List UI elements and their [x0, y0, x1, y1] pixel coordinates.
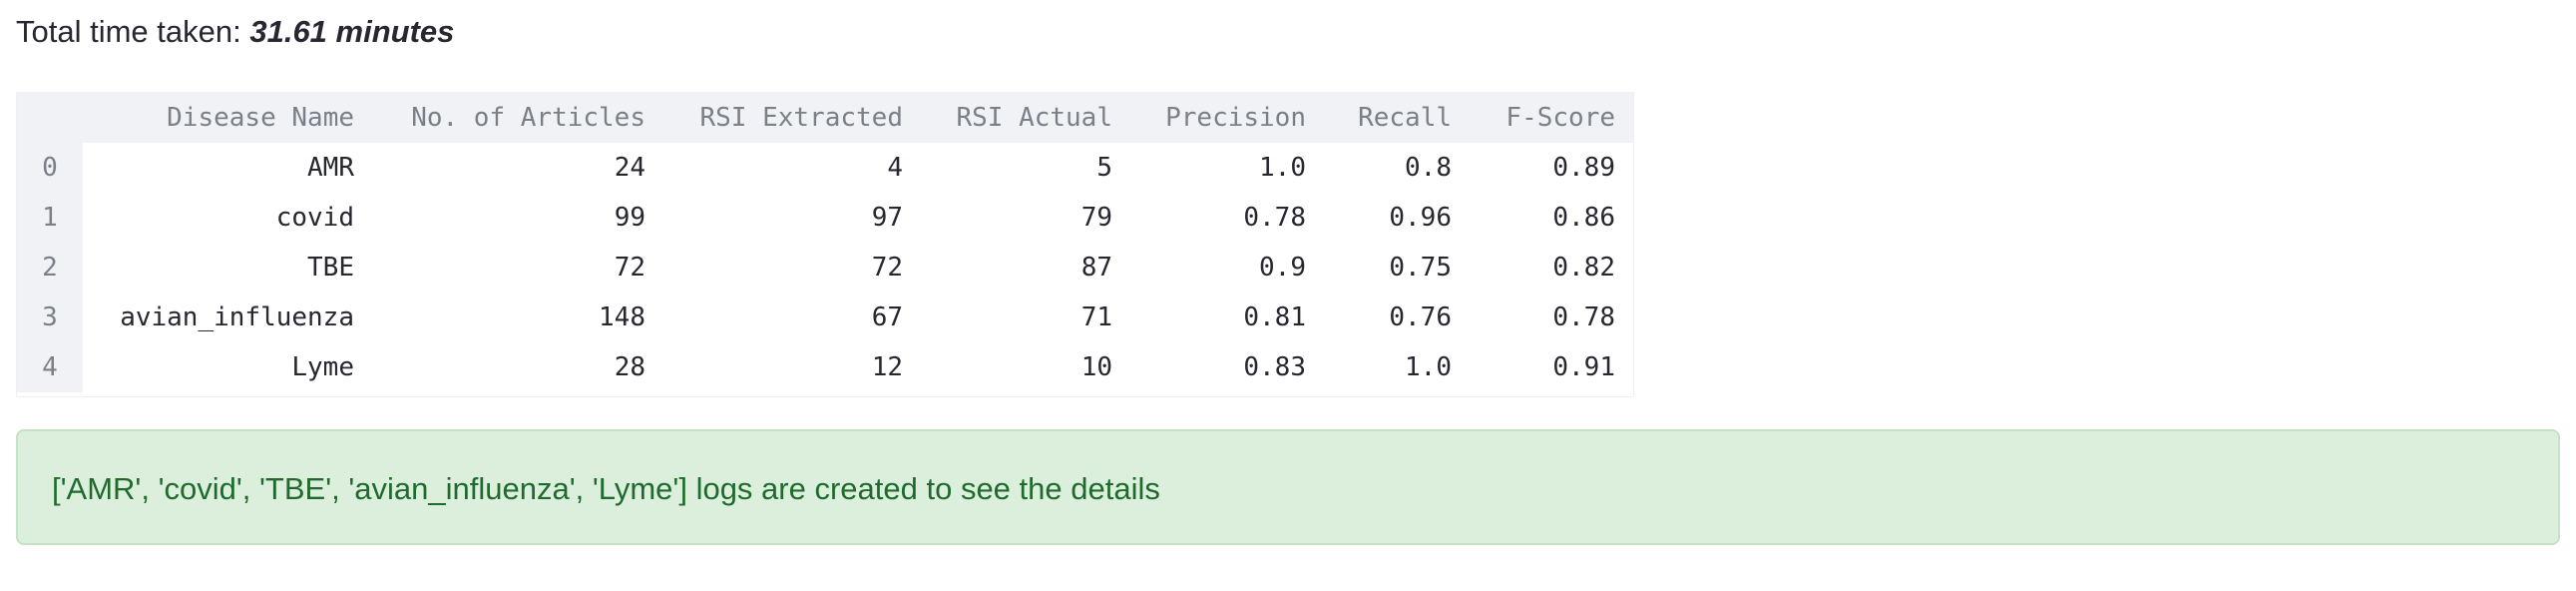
results-table: Disease Name No. of Articles RSI Extract…	[17, 93, 1633, 392]
success-message: ['AMR', 'covid', 'TBE', 'avian_influenza…	[52, 471, 1160, 506]
table-cell[interactable]: 12	[871, 352, 903, 382]
table-cell[interactable]: 0.86	[1552, 203, 1615, 233]
column-header[interactable]: RSI Actual	[921, 93, 1130, 143]
table-cell[interactable]: 97	[871, 203, 903, 233]
table-cell[interactable]: 0.75	[1389, 253, 1452, 283]
table-cell[interactable]: 24	[614, 153, 645, 183]
table-cell[interactable]: 0.76	[1389, 302, 1452, 332]
table-cell[interactable]: 0.91	[1552, 352, 1615, 382]
total-time-label: Total time taken:	[16, 14, 250, 49]
table-cell[interactable]: 0.78	[1243, 203, 1306, 233]
table-header-row: Disease Name No. of Articles RSI Extract…	[17, 93, 1633, 143]
row-index: 0	[17, 143, 83, 193]
table-cell[interactable]: 28	[614, 352, 645, 382]
table-cell[interactable]: 0.9	[1259, 253, 1306, 283]
table-cell[interactable]: 72	[614, 253, 645, 283]
table-row: 4 Lyme 28 12 10 0.83 1.0 0.91	[17, 342, 1633, 392]
table-cell[interactable]: 0.81	[1243, 302, 1306, 332]
table-cell[interactable]: 1.0	[1405, 352, 1452, 382]
total-time-text: Total time taken: 31.61 minutes	[16, 12, 454, 52]
column-header[interactable]: Recall	[1324, 93, 1470, 143]
row-index: 4	[17, 342, 83, 392]
row-index: 1	[17, 193, 83, 243]
table-cell[interactable]: 4	[887, 153, 903, 183]
table-cell[interactable]: Lyme	[291, 352, 354, 382]
table-cell[interactable]: AMR	[307, 153, 354, 183]
table-cell[interactable]: 5	[1096, 153, 1112, 183]
table-row: 0 AMR 24 4 5 1.0 0.8 0.89	[17, 143, 1633, 193]
table-cell[interactable]: 0.83	[1243, 352, 1306, 382]
table-cell[interactable]: 0.89	[1552, 153, 1615, 183]
table-cell[interactable]: 79	[1080, 203, 1112, 233]
index-header	[17, 93, 83, 143]
table-row: 3 avian_influenza 148 67 71 0.81 0.76 0.…	[17, 293, 1633, 342]
table-cell[interactable]: 0.96	[1389, 203, 1452, 233]
table-cell[interactable]: 99	[614, 203, 645, 233]
table-cell[interactable]: TBE	[307, 253, 354, 283]
table-cell[interactable]: 1.0	[1259, 153, 1306, 183]
column-header[interactable]: RSI Extracted	[663, 93, 921, 143]
table-cell[interactable]: 71	[1080, 302, 1112, 332]
row-index: 3	[17, 293, 83, 342]
table-cell[interactable]: 10	[1080, 352, 1112, 382]
table-cell[interactable]: 0.8	[1405, 153, 1452, 183]
table-cell[interactable]: 87	[1080, 253, 1112, 283]
table-cell[interactable]: covid	[275, 203, 354, 233]
table-cell[interactable]: avian_influenza	[120, 302, 354, 332]
table-cell[interactable]: 72	[871, 253, 903, 283]
table-cell[interactable]: 0.82	[1552, 253, 1615, 283]
column-header[interactable]: No. of Articles	[372, 93, 663, 143]
column-header[interactable]: Disease Name	[83, 93, 372, 143]
success-alert: ['AMR', 'covid', 'TBE', 'avian_influenza…	[16, 429, 2560, 545]
total-time-value: 31.61 minutes	[249, 14, 455, 49]
table-row: 2 TBE 72 72 87 0.9 0.75 0.82	[17, 243, 1633, 293]
column-header[interactable]: Precision	[1130, 93, 1324, 143]
results-dataframe[interactable]: Disease Name No. of Articles RSI Extract…	[16, 92, 1634, 397]
table-cell[interactable]: 148	[599, 302, 645, 332]
row-index: 2	[17, 243, 83, 293]
table-cell[interactable]: 0.78	[1552, 302, 1615, 332]
column-header[interactable]: F-Score	[1470, 93, 1633, 143]
table-row: 1 covid 99 97 79 0.78 0.96 0.86	[17, 193, 1633, 243]
table-cell[interactable]: 67	[871, 302, 903, 332]
